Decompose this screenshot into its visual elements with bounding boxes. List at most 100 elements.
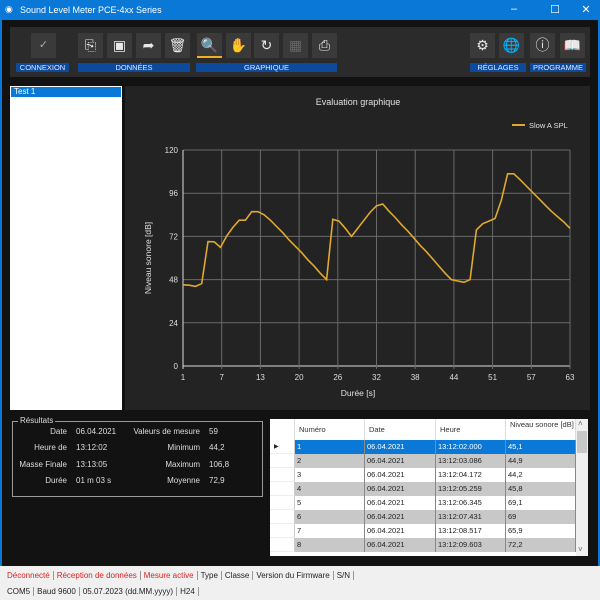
status-item: Type (198, 571, 222, 580)
minimize-button[interactable]: – (510, 3, 518, 15)
results-legend: Résultats (18, 416, 56, 425)
table-cell[interactable]: 06.04.2021 (365, 496, 436, 510)
x-tick-label: 1 (181, 373, 186, 382)
status-item: Mesure active (141, 571, 198, 580)
table-cell[interactable]: 1 (295, 440, 365, 454)
save-as-icon[interactable]: ▣ (107, 33, 132, 58)
save-icon[interactable]: ⎘ (78, 33, 103, 58)
x-tick-label: 57 (527, 373, 536, 382)
col-header-heure[interactable]: Heure (436, 419, 506, 440)
table-cell[interactable]: 3 (295, 468, 365, 482)
list-item[interactable]: Test 1 (11, 87, 121, 97)
row-header[interactable] (270, 510, 295, 524)
col-header-date[interactable]: Date (365, 419, 436, 440)
table-cell[interactable]: 4 (295, 482, 365, 496)
row-header[interactable] (270, 468, 295, 482)
table-cell[interactable]: 13:12:05.259 (436, 482, 506, 496)
globe-icon[interactable]: 🌐 (499, 33, 524, 58)
col-header-numero[interactable]: Numéro (295, 419, 365, 440)
export-icon[interactable]: ➦ (136, 33, 161, 58)
row-header[interactable] (270, 538, 295, 552)
table-cell[interactable]: 13:12:08.517 (436, 524, 506, 538)
scrollbar-thumb[interactable] (577, 431, 587, 453)
table-cell[interactable]: 69 (506, 510, 576, 524)
row-header[interactable] (270, 482, 295, 496)
x-axis-label: Durée [s] (341, 388, 376, 398)
status-item: S/N (334, 571, 355, 580)
row-header[interactable] (270, 496, 295, 510)
table-row[interactable]: 7 06.04.2021 13:12:08.517 65,9 (270, 524, 576, 538)
zoom-icon[interactable]: 🔍 (197, 33, 222, 58)
table-row[interactable]: 5 06.04.2021 13:12:06.345 69,1 (270, 496, 576, 510)
result-label: Durée (45, 475, 67, 485)
x-tick-label: 7 (219, 373, 224, 382)
grid-icon[interactable]: ▦ (283, 33, 308, 58)
table-row[interactable]: 3 06.04.2021 13:12:04.172 44,2 (270, 468, 576, 482)
scroll-up-icon[interactable]: ˄ (578, 419, 583, 428)
table-row[interactable]: 8 06.04.2021 13:12:09.603 72,2 (270, 538, 576, 552)
table-row[interactable]: 4 06.04.2021 13:12:05.259 45,8 (270, 482, 576, 496)
legend-label: Slow A SPL (529, 121, 568, 130)
measurement-table[interactable]: Numéro Date Heure Niveau sonore [dB] ▶ 1 0… (270, 419, 588, 556)
table-row[interactable]: 6 06.04.2021 13:12:07.431 69 (270, 510, 576, 524)
table-cell[interactable]: 13:12:07.431 (436, 510, 506, 524)
chart: Evaluation graphique Slow A SPL 0 24 48 72 9… (143, 97, 575, 398)
table-row[interactable]: 2 06.04.2021 13:12:03.086 44,9 (270, 454, 576, 468)
scroll-down-icon[interactable]: ˅ (578, 545, 583, 554)
col-header-niveau[interactable]: Niveau sonore [dB] (506, 419, 576, 440)
table-cell[interactable]: 44,9 (506, 454, 576, 468)
row-header[interactable]: ▶ (270, 440, 295, 454)
gear-icon[interactable]: ⚙ (470, 33, 495, 58)
table-scrollbar[interactable]: ˄ ˅ (576, 419, 588, 556)
x-tick-label: 26 (333, 373, 342, 382)
row-header[interactable] (270, 524, 295, 538)
table-cell[interactable]: 65,9 (506, 524, 576, 538)
table-cell[interactable]: 44,2 (506, 468, 576, 482)
x-tick-label: 44 (449, 373, 458, 382)
group-label-programme: PROGRAMME (530, 63, 586, 72)
delete-icon[interactable]: 🗑 (165, 33, 190, 58)
status-bar: Déconnecté Réception de données Mesure act… (0, 566, 600, 600)
series-line-slow-a-spl (182, 173, 571, 288)
table-cell[interactable]: 2 (295, 454, 365, 468)
table-cell[interactable]: 6 (295, 510, 365, 524)
book-icon[interactable]: 📖 (560, 33, 585, 58)
pan-hand-icon[interactable]: ✋ (226, 33, 251, 58)
y-tick-label: 72 (169, 232, 178, 241)
table-cell[interactable]: 06.04.2021 (365, 440, 436, 454)
print-icon[interactable]: ⎙ (312, 33, 337, 58)
table-cell[interactable]: 06.04.2021 (365, 482, 436, 496)
table-cell[interactable]: 5 (295, 496, 365, 510)
table-cell[interactable]: 13:12:09.603 (436, 538, 506, 552)
row-header[interactable] (270, 454, 295, 468)
table-cell[interactable]: 72,2 (506, 538, 576, 552)
table-cell[interactable]: 7 (295, 524, 365, 538)
table-cell[interactable]: 06.04.2021 (365, 468, 436, 482)
maximize-button[interactable]: ☐ (550, 4, 560, 16)
table-row[interactable]: ▶ 1 06.04.2021 13:12:02.000 45,1 (270, 440, 576, 454)
info-icon[interactable]: ⓘ (530, 33, 555, 58)
close-button[interactable]: ✕ (581, 4, 591, 16)
connect-icon[interactable]: ✓ (31, 33, 56, 58)
table-cell[interactable]: 06.04.2021 (365, 538, 436, 552)
table-cell[interactable]: 45,1 (506, 440, 576, 454)
result-value: 44,2 (209, 443, 225, 453)
refresh-icon[interactable]: ↻ (254, 33, 279, 58)
table-cell[interactable]: 06.04.2021 (365, 454, 436, 468)
results-group: Résultats Date 06.04.2021 Heure de 13:12:02… (12, 416, 263, 497)
table-cell[interactable]: 13:12:03.086 (436, 454, 506, 468)
window-title: Sound Level Meter PCE-4xx Series (20, 5, 162, 15)
table-cell[interactable]: 06.04.2021 (365, 510, 436, 524)
table-cell[interactable]: 06.04.2021 (365, 524, 436, 538)
result-value: 106,8 (209, 459, 230, 469)
table-corner (270, 419, 295, 440)
table-cell[interactable]: 69,1 (506, 496, 576, 510)
table-cell[interactable]: 8 (295, 538, 365, 552)
table-cell[interactable]: 13:12:04.172 (436, 468, 506, 482)
table-cell[interactable]: 13:12:02.000 (436, 440, 506, 454)
table-cell[interactable]: 45,8 (506, 482, 576, 496)
table-cell[interactable]: 13:12:06.345 (436, 496, 506, 510)
chart-panel: Evaluation graphique Slow A SPL 0 24 48 72 9… (125, 86, 590, 410)
test-list[interactable]: Test 1 (10, 86, 122, 410)
x-tick-label: 13 (256, 373, 265, 382)
